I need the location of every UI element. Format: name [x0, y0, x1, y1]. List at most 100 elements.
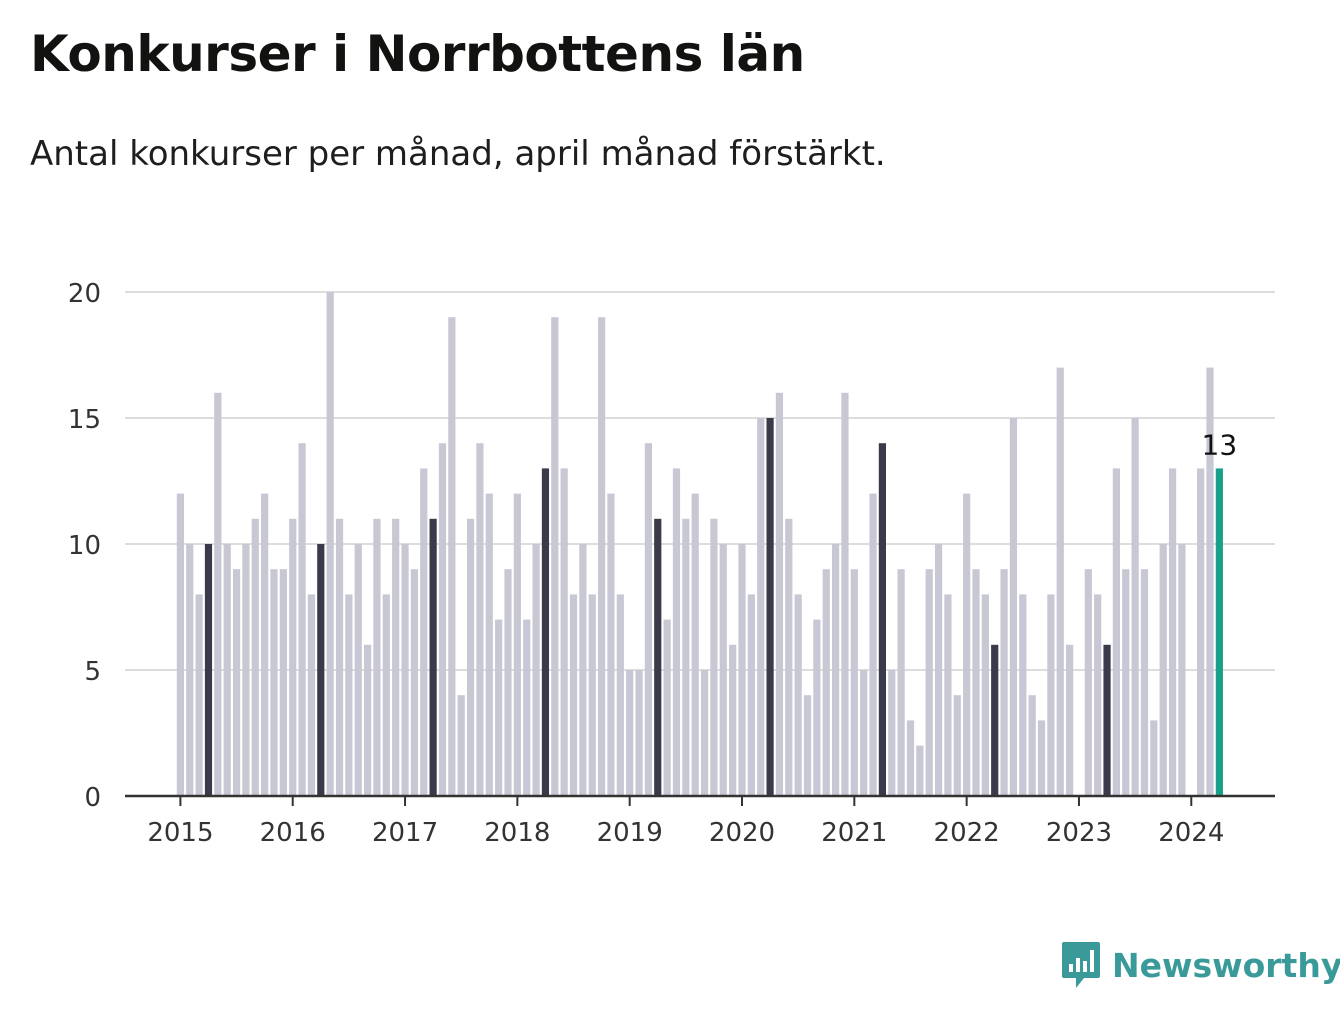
bar [663, 619, 671, 796]
bar [204, 544, 213, 796]
brand-logo: Newsworthy [1060, 940, 1340, 990]
bar [775, 392, 784, 796]
bar [1000, 569, 1008, 796]
bar [373, 518, 381, 796]
bar [981, 594, 989, 796]
bar [429, 518, 437, 796]
bar [345, 594, 353, 796]
bar [841, 392, 849, 796]
bar [504, 569, 512, 796]
bar [934, 544, 943, 796]
bar [1103, 644, 1111, 796]
bar [410, 569, 418, 796]
bar [382, 594, 390, 796]
bar [1178, 544, 1186, 796]
bar [691, 493, 699, 796]
bar [822, 569, 830, 796]
bar [532, 544, 540, 796]
bar [672, 468, 681, 796]
bar [476, 443, 484, 796]
bar [906, 720, 915, 796]
bar [307, 594, 316, 796]
bar [223, 544, 231, 796]
bar [1215, 468, 1223, 796]
brand-name: Newsworthy [1112, 945, 1340, 985]
bar [1047, 594, 1055, 796]
x-tick-label: 2017 [372, 818, 438, 848]
bar [326, 292, 334, 796]
bar [438, 443, 447, 796]
bar [766, 418, 774, 796]
bar [279, 569, 287, 796]
bar [569, 594, 578, 796]
x-tick-label: 2023 [1046, 818, 1112, 848]
bar [700, 670, 709, 796]
bar [214, 392, 222, 796]
bar [626, 670, 634, 796]
bar [485, 493, 493, 796]
bar [832, 544, 840, 796]
bar [991, 644, 999, 796]
bar [392, 518, 400, 796]
bar [232, 569, 241, 796]
bar [317, 544, 325, 796]
value-label: 13 [1202, 428, 1238, 461]
bar [1122, 569, 1130, 796]
bar-chart: 0 5 10 15 20 2015 2016 2017 2018 2019 2020 2021 202… [68, 279, 1275, 848]
bar [1197, 468, 1205, 796]
bar [598, 317, 606, 796]
x-tick-label: 2016 [260, 818, 326, 848]
bar [401, 544, 409, 796]
bar [420, 468, 428, 796]
annotations: 13 [1202, 428, 1238, 461]
bar [794, 594, 802, 796]
bar [963, 493, 971, 796]
bar [176, 493, 184, 796]
chart-title: Konkurser i Norrbottens län [30, 25, 805, 83]
bar [1009, 418, 1018, 796]
bar [541, 468, 550, 796]
x-tick-label: 2024 [1158, 818, 1224, 848]
bar [682, 518, 690, 796]
bar [897, 569, 905, 796]
bar [738, 544, 746, 796]
bar [448, 317, 456, 796]
bar [616, 594, 624, 796]
bar [813, 619, 821, 796]
bar [747, 594, 755, 796]
bar [466, 518, 475, 796]
x-tick-label: 2020 [709, 818, 775, 848]
bar [635, 670, 643, 796]
bar [1131, 418, 1139, 796]
bar [1140, 569, 1149, 796]
bar [298, 443, 306, 796]
bar [925, 569, 933, 796]
bar [757, 418, 765, 796]
bar [1112, 468, 1120, 796]
gridlines [125, 291, 1275, 671]
bar [1206, 367, 1214, 796]
bar [972, 569, 980, 796]
bar-chart-speech-icon [1062, 942, 1100, 988]
bar [560, 468, 568, 796]
x-tick-label: 2015 [147, 818, 213, 848]
x-tick-label: 2022 [934, 818, 1000, 848]
x-tick-label: 2021 [821, 818, 887, 848]
bar [579, 544, 587, 796]
bar [523, 619, 531, 796]
bar [364, 644, 372, 796]
bar [850, 569, 858, 796]
bar [944, 594, 952, 796]
bar [335, 518, 344, 796]
bar [644, 443, 652, 796]
bar [551, 317, 559, 796]
bar [803, 695, 812, 796]
bar [242, 544, 250, 796]
bar [607, 493, 615, 796]
bar [354, 544, 362, 796]
y-axis-ticks: 0 5 10 15 20 [68, 279, 101, 813]
bar [1037, 720, 1046, 796]
bar [1066, 644, 1074, 796]
bar [1084, 569, 1092, 796]
y-tick-label: 5 [84, 657, 101, 687]
